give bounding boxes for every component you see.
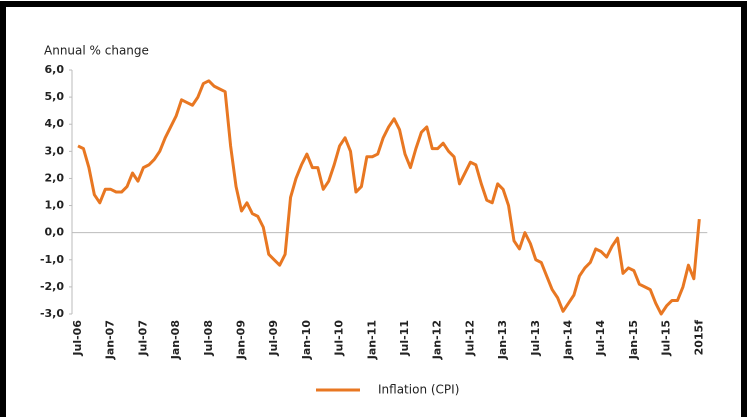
x-tick-label: Jan-07	[104, 320, 117, 360]
x-tick-label: Jan-09	[235, 320, 248, 360]
x-tick-label: Jul-06	[71, 320, 84, 357]
y-axis-label: Annual % change	[44, 44, 149, 58]
x-tick-label: Jan-14	[562, 320, 575, 361]
y-tick-label: -2,0	[40, 280, 64, 293]
y-tick-label: 2,0	[45, 171, 65, 184]
x-tick-label: Jan-10	[300, 320, 313, 361]
x-tick-label: Jan-12	[431, 320, 444, 360]
x-tick-label: Jul-07	[136, 320, 149, 357]
x-tick-label: Jan-08	[169, 320, 182, 360]
y-tick-label: 5,0	[45, 90, 65, 103]
x-tick-label: Jan-15	[627, 320, 640, 360]
y-tick-label: 3,0	[45, 144, 65, 157]
x-tick-label: 2015f	[692, 320, 705, 356]
x-tick-label: Jan-11	[365, 320, 378, 360]
y-tick-label: 1,0	[45, 199, 65, 212]
x-tick-label: Jul-13	[529, 320, 542, 357]
y-tick-label: 6,0	[45, 63, 65, 76]
x-tick-label: Jul-09	[267, 320, 280, 357]
y-tick-label: -1,0	[40, 253, 64, 266]
x-tick-label: Jul-11	[398, 320, 411, 357]
x-tick-label: Jul-15	[660, 320, 673, 357]
y-tick-label: 0,0	[45, 226, 65, 239]
x-tick-label: Jul-14	[594, 320, 607, 357]
x-tick-label: Jan-13	[496, 320, 509, 360]
x-tick-label: Jul-10	[333, 320, 346, 357]
x-tick-label: Jul-08	[202, 320, 215, 357]
y-tick-label: -3,0	[40, 307, 64, 320]
x-tick-label: Jul-12	[463, 320, 476, 357]
y-tick-label: 4,0	[45, 117, 65, 130]
line-series	[77, 79, 701, 316]
legend-label: Inflation (CPI)	[378, 383, 459, 397]
